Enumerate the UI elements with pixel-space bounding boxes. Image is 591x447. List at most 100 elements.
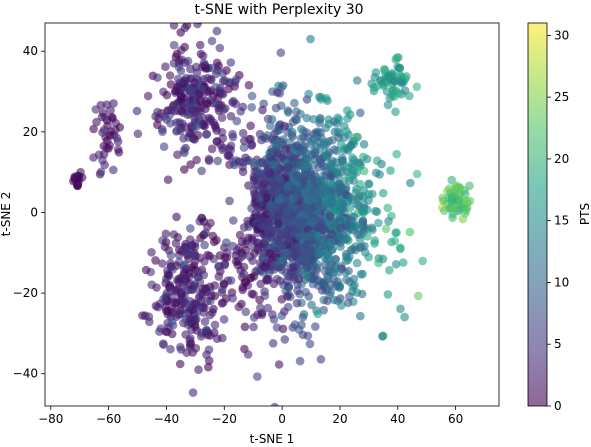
scatter-point <box>319 241 329 251</box>
y-tick-label: −20 <box>13 286 38 300</box>
scatter-point <box>332 146 342 156</box>
scatter-point <box>147 248 156 257</box>
scatter-point <box>359 186 369 195</box>
scatter-point <box>258 252 268 262</box>
scatter-point <box>226 145 235 155</box>
scatter-point <box>335 230 344 239</box>
scatter-point <box>406 178 415 188</box>
scatter-point <box>255 303 265 313</box>
scatter-point <box>241 245 251 255</box>
scatter-point <box>331 255 340 264</box>
scatter-point <box>271 103 281 113</box>
scatter-point <box>370 236 380 245</box>
scatter-point <box>310 193 320 203</box>
scatter-point <box>332 264 341 273</box>
scatter-point <box>257 135 266 145</box>
scatter-point <box>307 300 316 310</box>
scatter-point <box>282 195 291 205</box>
scatter-point <box>218 333 227 343</box>
scatter-point <box>345 193 355 203</box>
scatter-point <box>183 110 192 119</box>
scatter-point <box>395 63 404 73</box>
scatter-point <box>309 114 318 124</box>
scatter-point <box>345 252 354 262</box>
scatter-point <box>180 165 189 174</box>
scatter-point <box>359 140 369 149</box>
scatter-point <box>196 96 205 105</box>
scatter-point <box>210 320 220 330</box>
scatter-point <box>112 133 122 143</box>
scatter-point <box>264 275 274 284</box>
scatter-point <box>414 291 423 301</box>
scatter-point <box>412 169 422 179</box>
scatter-point <box>159 294 168 304</box>
scatter-point <box>345 171 354 180</box>
scatter-point <box>292 107 301 116</box>
scatter-point <box>283 163 293 172</box>
scatter-point <box>338 185 348 194</box>
scatter-point <box>194 267 203 277</box>
scatter-point <box>233 260 243 270</box>
scatter-point <box>257 221 267 231</box>
x-tick-label: −80 <box>38 412 63 426</box>
scatter-point <box>282 276 292 286</box>
scatter-point <box>262 192 272 202</box>
scatter-point <box>162 90 172 100</box>
scatter-point <box>228 294 237 303</box>
scatter-point <box>169 59 179 68</box>
scatter-point <box>249 322 258 332</box>
scatter-point <box>359 152 368 162</box>
scatter-point <box>167 105 176 115</box>
scatter-point <box>293 171 303 181</box>
scatter-point <box>333 296 343 306</box>
scatter-point <box>285 151 294 160</box>
scatter-point <box>364 179 374 189</box>
scatter-point <box>192 122 202 131</box>
scatter-point <box>355 243 365 252</box>
scatter-point <box>270 402 279 406</box>
scatter-point <box>289 201 299 210</box>
y-tick-label: −40 <box>13 367 38 381</box>
scatter-point <box>239 269 249 279</box>
scatter-point <box>235 157 244 166</box>
scatter-point <box>176 106 186 116</box>
scatter-point <box>92 117 101 127</box>
scatter-point <box>352 288 362 297</box>
scatter-point <box>328 161 338 171</box>
scatter-point <box>175 359 185 369</box>
scatter-point <box>161 229 171 239</box>
scatter-point <box>226 111 236 121</box>
scatter-point <box>310 134 319 144</box>
scatter-point <box>185 128 194 138</box>
scatter-point <box>298 146 308 156</box>
scatter-point <box>192 308 202 317</box>
scatter-point <box>194 365 203 375</box>
scatter-point <box>384 217 393 226</box>
scatter-point <box>274 237 284 246</box>
y-axis-ticks: −40 −20 0 20 40 <box>13 44 45 381</box>
scatter-point <box>372 156 382 165</box>
scatter-point <box>344 236 353 245</box>
scatter-point <box>186 224 195 233</box>
colorbar-ticks: 0 5 10 15 20 25 30 <box>547 28 569 413</box>
y-tick-label: 40 <box>23 44 38 58</box>
scatter-point <box>444 193 454 203</box>
scatter-point <box>270 129 279 139</box>
scatter-point <box>209 304 218 314</box>
scatter-point <box>152 283 161 292</box>
scatter-point <box>332 168 342 177</box>
scatter-point <box>198 51 208 61</box>
scatter-point <box>293 286 302 296</box>
scatter-point <box>302 271 312 281</box>
scatter-point <box>145 317 154 327</box>
scatter-point <box>314 186 323 195</box>
scatter-point <box>323 296 332 306</box>
x-tick-label: −60 <box>96 412 121 426</box>
scatter-point <box>161 62 170 71</box>
scatter-point <box>355 230 365 239</box>
scatter-point <box>213 156 222 166</box>
scatter-point <box>221 104 230 113</box>
colorbar-tick-label: 5 <box>554 337 562 351</box>
scatter-point <box>280 335 290 344</box>
scatter-point <box>383 100 393 110</box>
